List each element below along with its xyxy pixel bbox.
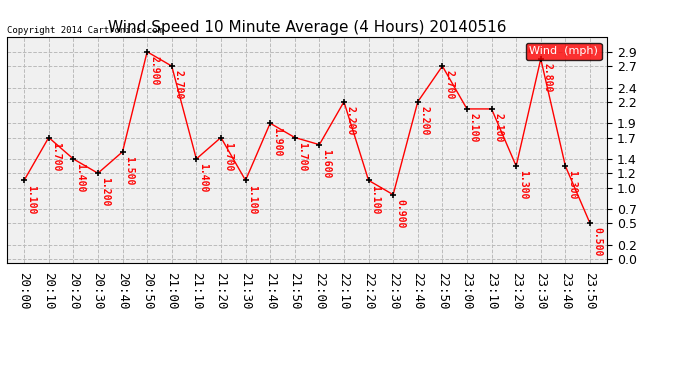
Text: 2.100: 2.100 — [493, 113, 504, 142]
Text: 1.100: 1.100 — [26, 184, 36, 214]
Text: 1.700: 1.700 — [223, 142, 233, 171]
Text: 2.900: 2.900 — [149, 56, 159, 86]
Text: 1.700: 1.700 — [50, 142, 61, 171]
Legend: Wind  (mph): Wind (mph) — [526, 43, 602, 60]
Text: 2.200: 2.200 — [420, 106, 430, 135]
Text: 1.100: 1.100 — [371, 184, 380, 214]
Text: 2.700: 2.700 — [444, 70, 454, 100]
Text: 2.700: 2.700 — [174, 70, 184, 100]
Text: 1.600: 1.600 — [322, 149, 331, 178]
Text: 1.100: 1.100 — [248, 184, 257, 214]
Text: 1.400: 1.400 — [198, 163, 208, 192]
Text: 1.300: 1.300 — [518, 170, 528, 200]
Text: 0.500: 0.500 — [592, 227, 602, 257]
Text: 1.200: 1.200 — [100, 177, 110, 207]
Text: 2.100: 2.100 — [469, 113, 479, 142]
Text: 1.300: 1.300 — [567, 170, 578, 200]
Text: 1.900: 1.900 — [272, 128, 282, 157]
Text: 1.700: 1.700 — [297, 142, 306, 171]
Text: 1.400: 1.400 — [75, 163, 86, 192]
Text: 2.200: 2.200 — [346, 106, 356, 135]
Title: Wind Speed 10 Minute Average (4 Hours) 20140516: Wind Speed 10 Minute Average (4 Hours) 2… — [108, 20, 506, 35]
Text: 2.800: 2.800 — [543, 63, 553, 93]
Text: 1.500: 1.500 — [124, 156, 135, 185]
Text: 0.900: 0.900 — [395, 199, 405, 228]
Text: Copyright 2014 Cartronics.com: Copyright 2014 Cartronics.com — [7, 26, 163, 35]
